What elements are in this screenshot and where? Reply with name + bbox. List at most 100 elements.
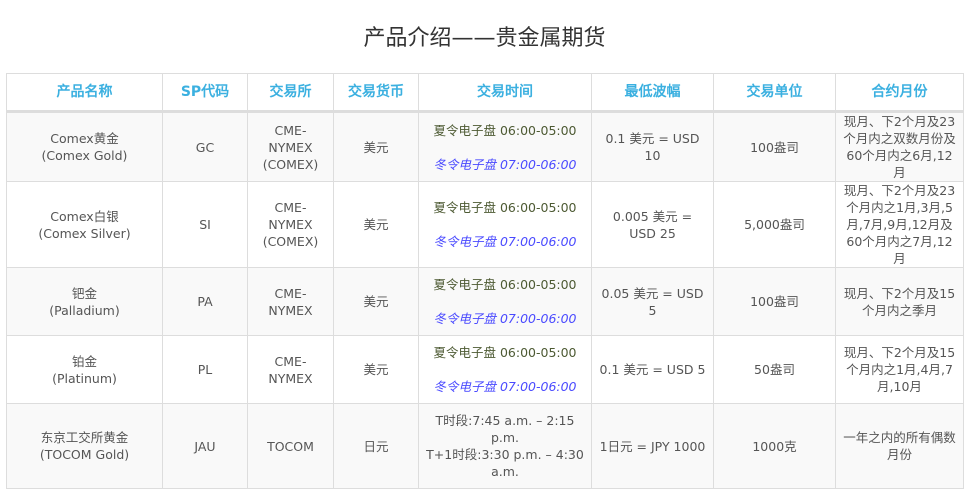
min-tick: 0.1 美元 = USD 5	[599, 362, 706, 377]
table-row: Comex黄金 (Comex Gold) GC CME-NYMEX (COMEX) 美元…	[6, 111, 964, 182]
exchange-cell: CME-NYMEX	[247, 267, 334, 336]
exchange-cell: TOCOM	[247, 403, 334, 489]
sp-code-cell: PL	[162, 335, 248, 404]
column-header: 合约月份	[835, 73, 964, 113]
winter-hours: 冬令电子盘 07:00-06:00	[433, 156, 577, 172]
page-title: 产品介绍——贵金属期货	[363, 26, 606, 51]
min-tick: 1日元 = JPY 1000	[599, 438, 706, 454]
product-name-en: (Comex Silver)	[38, 225, 131, 241]
exchange-cell: CME-NYMEX (COMEX)	[247, 181, 334, 268]
table-row: Comex白银 (Comex Silver) SI CME-NYMEX (COMEX)…	[6, 181, 964, 268]
product-name-cell: Comex黄金 (Comex Gold)	[6, 111, 163, 182]
product-name: 铂金	[71, 353, 97, 369]
currency: 美元	[363, 294, 389, 309]
winter-hours: 冬令电子盘 07:00-06:00	[433, 379, 577, 394]
sp-code: GC	[195, 139, 215, 155]
exchange-cell: CME-NYMEX (COMEX)	[247, 111, 334, 182]
product-name-cell: 铂金 (Platinum)	[6, 335, 163, 404]
table-row: 钯金 (Palladium) PA CME-NYMEX 美元 夏令电子盘 06:00-05…	[6, 267, 964, 336]
product-name: 东京工交所黄金	[40, 430, 129, 445]
exchange: CME-NYMEX	[268, 353, 313, 386]
column-header: SP代码	[162, 73, 248, 113]
product-name: Comex黄金	[50, 131, 119, 146]
session-t: T时段:7:45 a.m. – 2:15 p.m.	[435, 413, 575, 445]
currency-cell: 美元	[333, 267, 419, 336]
product-name-en: (Platinum)	[52, 370, 117, 386]
currency: 日元	[363, 438, 389, 454]
trading-unit: 1000克	[752, 438, 797, 454]
trading-unit-cell: 50盎司	[713, 335, 836, 404]
sp-code-cell: PA	[162, 267, 248, 336]
summer-hours: 夏令电子盘 06:00-05:00	[433, 345, 577, 360]
header-row: 产品名称 SP代码 交易所 交易货币 交易时间 最低波幅 交易单位 合约月份	[6, 73, 964, 113]
currency-cell: 美元	[333, 181, 419, 268]
session-t1: T+1时段:3:30 p.m. – 4:30 a.m.	[426, 447, 584, 479]
product-name-cell: Comex白银 (Comex Silver)	[6, 181, 163, 268]
trading-hours-cell: 夏令电子盘 06:00-05:00 冬令电子盘 07:00-06:00	[418, 267, 592, 336]
trading-hours-cell: T时段:7:45 a.m. – 2:15 p.m. T+1时段:3:30 p.m.…	[418, 403, 592, 489]
exchange: CME-NYMEX	[268, 285, 313, 318]
currency-cell: 美元	[333, 111, 419, 182]
sp-code: SI	[199, 217, 211, 232]
contract-months-cell: 现月、下2个月及15个月内之1月,4月,7月,10月	[835, 335, 964, 404]
min-tick-cell: 0.005 美元 = USD 25	[591, 181, 714, 268]
sp-code: JAU	[194, 438, 216, 454]
column-header: 交易货币	[333, 73, 419, 113]
sp-code-cell: GC	[162, 111, 248, 182]
currency: 美元	[363, 139, 389, 155]
trading-hours-cell: 夏令电子盘 06:00-05:00 冬令电子盘 07:00-06:00	[418, 181, 592, 268]
trading-unit-cell: 5,000盎司	[713, 181, 836, 268]
min-tick: 0.1 美元 = USD 10	[605, 131, 700, 163]
exchange: CME-NYMEX (COMEX)	[262, 200, 319, 249]
contract-months-cell: 现月、下2个月及23个月内之双数月份及60个月内之6月,12月	[835, 111, 964, 182]
exchange: TOCOM	[267, 438, 314, 454]
trading-hours-cell: 夏令电子盘 06:00-05:00 冬令电子盘 07:00-06:00	[418, 111, 592, 182]
column-header: 交易时间	[418, 73, 592, 113]
column-header: 最低波幅	[591, 73, 714, 113]
winter-hours: 冬令电子盘 07:00-06:00	[433, 234, 577, 249]
table-row: 铂金 (Platinum) PL CME-NYMEX 美元 夏令电子盘 06:00-05:…	[6, 335, 964, 404]
precious-metals-table: 产品名称 SP代码 交易所 交易货币 交易时间 最低波幅 交易单位 合约月份 Comex黄金 (…	[6, 73, 964, 489]
sp-code: PA	[197, 294, 213, 309]
table-row: 东京工交所黄金 (TOCOM Gold) JAU TOCOM 日元 T时段:7:45 a.…	[6, 403, 964, 489]
trading-unit: 5,000盎司	[744, 217, 805, 232]
min-tick-cell: 0.1 美元 = USD 5	[591, 335, 714, 404]
min-tick-cell: 0.1 美元 = USD 10	[591, 111, 714, 182]
product-name: Comex白银	[50, 208, 119, 224]
product-name-en: (TOCOM Gold)	[39, 447, 130, 462]
min-tick: 0.005 美元 = USD 25	[612, 208, 693, 241]
sp-code-cell: JAU	[162, 403, 248, 489]
contract-months-cell: 现月、下2个月及15个月内之季月	[835, 267, 964, 336]
winter-hours: 冬令电子盘 07:00-06:00	[433, 311, 577, 326]
product-name-cell: 钯金 (Palladium)	[6, 267, 163, 336]
currency: 美元	[363, 217, 389, 232]
contract-months: 一年之内的所有偶数月份	[843, 430, 956, 462]
sp-code: PL	[197, 362, 213, 377]
trading-hours-cell: 夏令电子盘 06:00-05:00 冬令电子盘 07:00-06:00	[418, 335, 592, 404]
column-header: 交易单位	[713, 73, 836, 113]
product-name: 钯金	[71, 285, 97, 301]
summer-hours: 夏令电子盘 06:00-05:00	[433, 277, 577, 292]
product-name-en: (Palladium)	[49, 302, 120, 318]
summer-hours: 夏令电子盘 06:00-05:00	[433, 200, 577, 215]
currency-cell: 美元	[333, 335, 419, 404]
product-name-en: (Comex Gold)	[41, 148, 128, 163]
min-tick-cell: 0.05 美元 = USD 5	[591, 267, 714, 336]
contract-months-cell: 一年之内的所有偶数月份	[835, 403, 964, 489]
trading-unit: 100盎司	[750, 294, 799, 309]
trading-unit-cell: 100盎司	[713, 111, 836, 182]
contract-months: 现月、下2个月及23个月内之1月,3月,5月,7月,9月,12月及60个月内之7…	[843, 183, 956, 266]
min-tick: 0.05 美元 = USD 5	[601, 285, 704, 318]
sp-code-cell: SI	[162, 181, 248, 268]
contract-months: 现月、下2个月及15个月内之1月,4月,7月,10月	[843, 345, 956, 394]
currency: 美元	[363, 362, 389, 377]
product-name-cell: 东京工交所黄金 (TOCOM Gold)	[6, 403, 163, 489]
contract-months: 现月、下2个月及23个月内之双数月份及60个月内之6月,12月	[843, 114, 956, 180]
trading-unit-cell: 100盎司	[713, 267, 836, 336]
contract-months-cell: 现月、下2个月及23个月内之1月,3月,5月,7月,9月,12月及60个月内之7…	[835, 181, 964, 268]
currency-cell: 日元	[333, 403, 419, 489]
column-header: 交易所	[247, 73, 334, 113]
trading-unit: 50盎司	[754, 362, 795, 377]
trading-unit-cell: 1000克	[713, 403, 836, 489]
column-header: 产品名称	[6, 73, 163, 113]
